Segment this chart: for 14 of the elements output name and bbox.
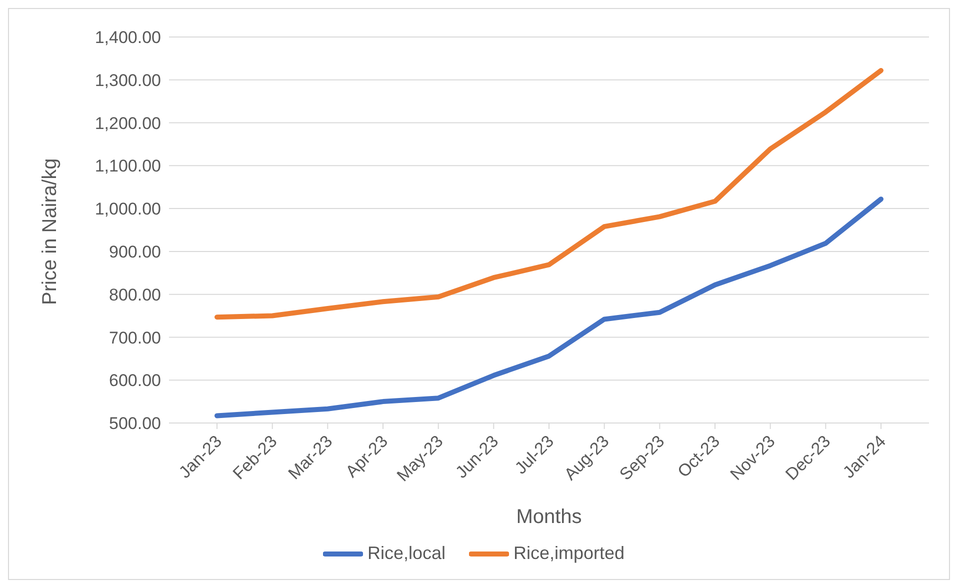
y-tick-label: 1,200.00 xyxy=(94,114,161,133)
y-tick-label: 1,100.00 xyxy=(94,156,161,176)
x-axis-title: Months xyxy=(516,506,582,528)
y-tick-label: 600.00 xyxy=(109,371,161,390)
y-tick-label: 1,300.00 xyxy=(94,70,161,90)
y-tick-label: 500.00 xyxy=(109,414,161,434)
legend-label: Rice,imported xyxy=(512,543,625,564)
y-tick-label: 1,400.00 xyxy=(94,28,161,48)
y-axis-title: Price in Naira/kg xyxy=(39,158,62,305)
y-tick-label: 800.00 xyxy=(109,285,161,304)
y-tick-label: 700.00 xyxy=(109,328,161,348)
y-tick-label: 1,000.00 xyxy=(94,200,161,219)
y-tick-label: 900.00 xyxy=(109,242,161,262)
legend-label: Rice,local xyxy=(366,543,446,564)
